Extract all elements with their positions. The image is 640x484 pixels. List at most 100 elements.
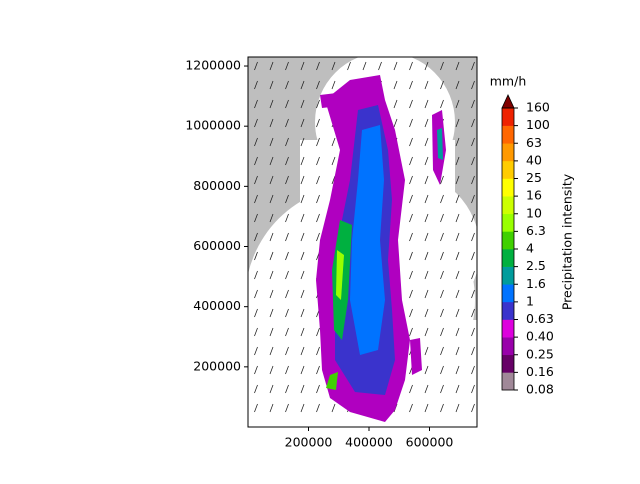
colorbar-segment — [502, 337, 514, 356]
wind-arrow — [316, 232, 320, 242]
wind-arrow — [300, 156, 305, 166]
precip-core — [350, 125, 385, 355]
wind-arrow — [254, 137, 258, 147]
wind-arrow — [424, 61, 429, 71]
wind-arrow — [409, 251, 413, 261]
colorbar-tick-label: 25 — [526, 170, 542, 185]
wind-arrow — [471, 213, 475, 223]
wind-arrow — [440, 384, 444, 394]
wind-arrow — [269, 156, 274, 166]
colorbar-segment — [502, 372, 514, 391]
wind-arrow — [331, 156, 336, 166]
wind-arrow — [471, 80, 475, 90]
wind-arrow — [316, 156, 320, 166]
wind-arrow — [455, 403, 460, 413]
wind-arrow — [285, 213, 289, 223]
wind-arrow — [409, 289, 413, 299]
wind-arrow — [300, 251, 305, 261]
wind-arrow — [440, 232, 444, 242]
wind-arrow — [300, 99, 305, 109]
wind-arrow — [316, 327, 320, 337]
wind-arrow — [269, 327, 274, 337]
wind-arrow — [254, 270, 258, 280]
wind-arrow — [455, 251, 460, 261]
wind-arrow — [331, 80, 336, 90]
colorbar-tick-label: 100 — [526, 117, 550, 132]
wind-arrow — [300, 403, 305, 413]
colorbar-extend — [501, 94, 515, 109]
wind-arrow — [409, 213, 413, 223]
wind-arrow — [285, 232, 289, 242]
colorbar-tick-label: 1 — [526, 293, 534, 308]
wind-arrow — [440, 99, 444, 109]
wind-arrow — [269, 365, 274, 375]
wind-arrow — [471, 365, 475, 375]
wind-arrow — [254, 213, 258, 223]
wind-arrow — [424, 308, 429, 318]
wind-arrow — [300, 346, 305, 356]
wind-arrow — [471, 61, 475, 71]
wind-arrow — [331, 403, 336, 413]
wind-arrow — [471, 156, 475, 166]
wind-arrow — [362, 61, 367, 71]
wind-arrow — [455, 270, 460, 280]
x-tick-label: 400000 — [345, 435, 393, 450]
colorbar-segment — [502, 231, 514, 250]
wind-arrow — [254, 232, 258, 242]
precip-cell — [437, 128, 443, 160]
wind-arrow — [455, 346, 460, 356]
wind-arrow — [285, 308, 289, 318]
wind-arrow — [424, 251, 429, 261]
colorbar-tick-label: 0.40 — [526, 329, 554, 344]
wind-arrow — [347, 61, 351, 71]
wind-arrow — [409, 384, 413, 394]
wind-arrow — [254, 80, 258, 90]
wind-arrow — [254, 365, 258, 375]
wind-arrow — [424, 289, 429, 299]
wind-arrow — [424, 156, 429, 166]
wind-arrow — [316, 346, 320, 356]
wind-arrow — [269, 251, 274, 261]
wind-arrow — [269, 289, 274, 299]
wind-arrow — [393, 99, 398, 109]
x-tick-label: 200000 — [285, 435, 333, 450]
wind-arrow — [409, 175, 413, 185]
wind-arrow — [409, 232, 413, 242]
wind-arrow — [455, 99, 460, 109]
colorbar-tick-label: 0.16 — [526, 364, 554, 379]
y-tick-label: 800000 — [193, 178, 241, 193]
wind-arrow — [471, 232, 475, 242]
wind-arrow — [269, 232, 274, 242]
colorbar-segment — [502, 319, 514, 338]
wind-arrow — [393, 118, 398, 128]
wind-arrow — [409, 118, 413, 128]
wind-arrow — [455, 156, 460, 166]
precip-cell — [320, 92, 348, 108]
colorbar-tick-label: 0.08 — [526, 382, 554, 397]
colorbar-tick-label: 6.3 — [526, 223, 546, 238]
wind-arrow — [455, 80, 460, 90]
wind-arrow — [285, 99, 289, 109]
wind-arrow — [424, 403, 429, 413]
colorbar-segment — [502, 196, 514, 215]
colorbar-segment — [502, 249, 514, 267]
wind-arrow — [440, 213, 444, 223]
wind-arrow — [269, 118, 274, 128]
wind-arrow — [316, 80, 320, 90]
wind-arrow — [269, 403, 274, 413]
wind-arrow — [455, 365, 460, 375]
wind-arrow — [269, 384, 274, 394]
wind-arrow — [300, 213, 305, 223]
wind-arrow — [316, 118, 320, 128]
wind-arrow — [285, 289, 289, 299]
wind-arrow — [409, 270, 413, 280]
colorbar-segment — [502, 213, 514, 232]
wind-arrow — [254, 118, 258, 128]
wind-arrow — [316, 403, 320, 413]
wind-arrow — [424, 137, 429, 147]
wind-arrow — [254, 346, 258, 356]
colorbar-segment — [502, 143, 514, 162]
wind-arrow — [393, 61, 398, 71]
wind-arrow — [471, 403, 475, 413]
wind-arrow — [300, 365, 305, 375]
